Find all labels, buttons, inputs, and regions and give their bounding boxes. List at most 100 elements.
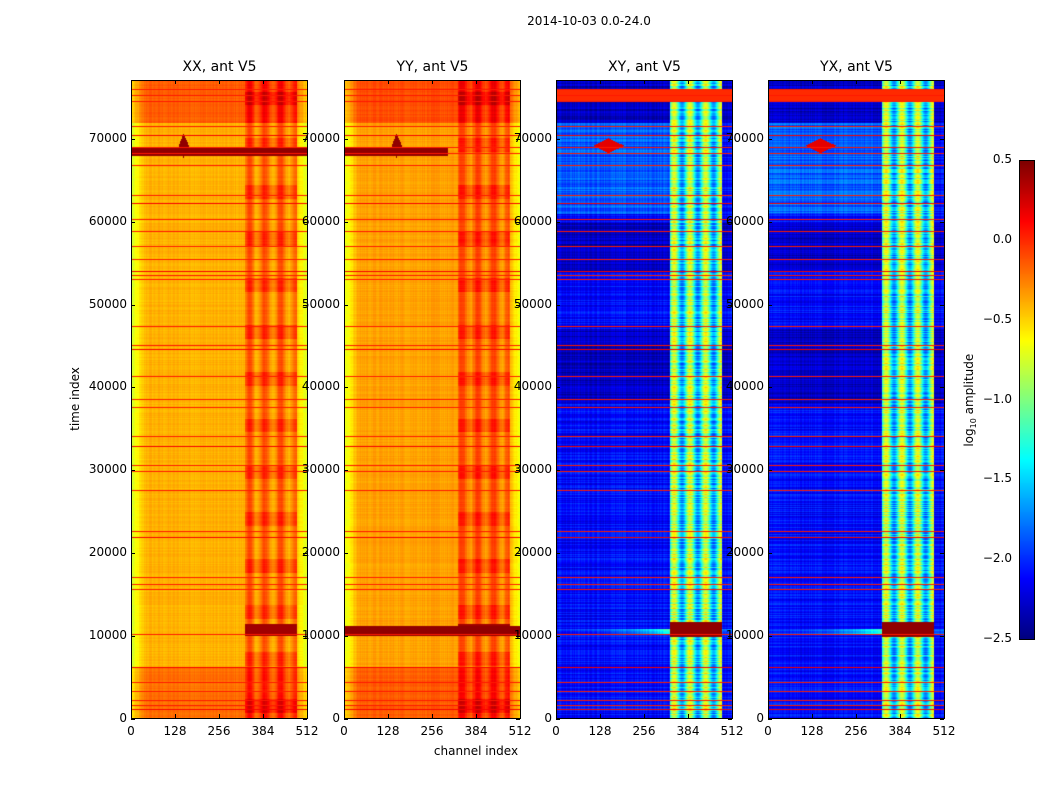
y-tick-label: 30000 [88,462,127,477]
x-tick-mark [263,80,264,84]
x-tick-mark [644,80,645,84]
y-tick-label: 40000 [301,379,340,394]
y-tick-mark [131,387,135,389]
y-tick-mark [768,719,772,720]
y-tick-label: 0 [332,711,340,725]
x-tick-mark [432,714,433,718]
y-tick-label: 20000 [301,545,340,560]
y-tick-mark [303,636,307,638]
y-tick-label: 30000 [725,462,764,477]
x-tick-mark [644,714,645,718]
x-tick-mark [556,714,557,718]
colorbar-label-main: log [961,428,976,447]
heatmap-image [769,81,944,718]
y-tick-mark [516,719,520,720]
y-tick-mark [516,636,520,638]
y-tick-mark [344,719,348,720]
y-tick-label: 10000 [513,628,552,643]
y-tick-mark [728,138,732,140]
x-tick-mark [263,714,264,718]
heatmap-image [557,81,732,718]
y-tick-mark [303,470,307,472]
y-tick-mark [940,221,944,223]
x-tick-mark [175,80,176,84]
colorbar-tick-label: −2.5 [982,631,1012,645]
heatmap-panel-3 [556,80,733,719]
x-tick-mark [856,714,857,718]
y-tick-mark [516,553,520,555]
y-tick-mark [768,387,772,389]
y-tick-mark [768,553,772,555]
x-tick-label: 128 [588,724,612,738]
y-tick-mark [556,221,560,223]
y-tick-mark [131,221,135,223]
y-tick-mark [516,221,520,223]
x-tick-label: 128 [800,724,824,738]
y-tick-mark [344,470,348,472]
x-tick-mark [344,80,345,84]
x-tick-mark [688,714,689,718]
x-tick-mark [219,80,220,84]
colorbar-label: log10 amplitude [962,345,978,455]
colorbar [1019,160,1035,640]
y-tick-mark [303,553,307,555]
x-tick-mark [219,714,220,718]
y-tick-label: 70000 [301,130,340,145]
y-tick-mark [131,719,135,720]
x-tick-mark [131,80,132,84]
y-tick-mark [556,470,560,472]
y-tick-mark [556,553,560,555]
y-tick-mark [940,636,944,638]
y-tick-mark [940,304,944,306]
y-tick-mark [556,719,560,720]
x-tick-label: 256 [844,724,868,738]
y-tick-label: 60000 [88,213,127,228]
x-tick-label: 0 [340,724,348,738]
y-tick-mark [768,470,772,472]
y-tick-label: 70000 [725,130,764,145]
x-tick-label: 512 [295,724,319,738]
y-tick-label: 50000 [301,296,340,311]
y-tick-mark [303,221,307,223]
y-tick-mark [940,138,944,140]
x-tick-mark [131,714,132,718]
x-tick-mark [600,80,601,84]
y-tick-mark [940,470,944,472]
y-tick-label: 0 [119,711,127,725]
y-tick-mark [556,304,560,306]
x-tick-label: 128 [163,724,187,738]
y-tick-mark [344,636,348,638]
panel-title: YX, ant V5 [820,59,893,75]
x-tick-label: 512 [932,724,956,738]
y-tick-label: 20000 [725,545,764,560]
x-tick-label: 256 [207,724,231,738]
x-tick-mark [944,80,945,84]
x-tick-mark [768,80,769,84]
y-tick-label: 50000 [513,296,552,311]
x-tick-mark [175,714,176,718]
y-tick-mark [344,553,348,555]
heatmap-panel-2 [344,80,521,719]
y-tick-mark [131,553,135,555]
colorbar-label-rest: amplitude [961,353,976,419]
y-tick-label: 10000 [301,628,340,643]
y-tick-mark [556,636,560,638]
x-axis-label: channel index [433,744,519,758]
colorbar-tick-label: −0.5 [982,311,1012,326]
y-tick-mark [556,387,560,389]
y-tick-mark [344,304,348,306]
x-tick-mark [688,80,689,84]
y-tick-label: 20000 [88,545,127,560]
y-tick-mark [728,387,732,389]
x-tick-label: 0 [552,724,560,738]
y-axis-label: time index [68,367,82,431]
y-tick-label: 60000 [725,213,764,228]
y-tick-label: 60000 [513,213,552,228]
x-tick-label: 256 [420,724,444,738]
y-tick-label: 40000 [725,379,764,394]
y-tick-label: 30000 [301,462,340,477]
y-tick-mark [728,221,732,223]
y-tick-mark [516,304,520,306]
heatmap-panel-4 [768,80,945,719]
panel-title: XX, ant V5 [182,59,257,75]
